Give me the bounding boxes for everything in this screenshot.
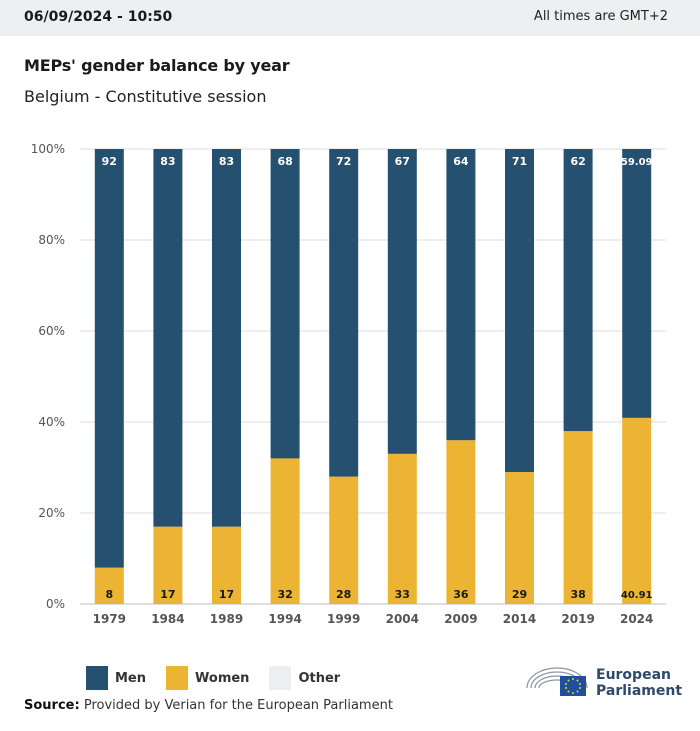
bar-women	[94, 567, 124, 604]
y-tick-label: 20%	[38, 506, 65, 520]
data-label-women: 33	[395, 588, 410, 601]
logo-line-2: Parliament	[596, 683, 683, 699]
european-parliament-logo[interactable]: European Parliament	[524, 660, 684, 700]
chart-subtitle: Belgium - Constitutive session	[24, 87, 267, 106]
data-label-men: 83	[219, 155, 234, 168]
x-tick-label: 2024	[620, 612, 653, 626]
data-label-women: 32	[277, 588, 292, 601]
bar-men	[563, 149, 593, 432]
y-tick-label: 40%	[38, 415, 65, 429]
data-label-women: 28	[336, 588, 351, 601]
x-tick-label: 1979	[93, 612, 126, 626]
source-note: Source: Provided by Verian for the Europ…	[24, 698, 393, 713]
bar-men	[329, 149, 359, 477]
bar-men	[505, 149, 534, 473]
y-tick-label: 60%	[38, 324, 65, 338]
top-bar: 06/09/2024 - 10:50 All times are GMT+2	[0, 0, 700, 36]
data-label-women: 17	[160, 588, 175, 601]
logo-line-1: European	[596, 667, 671, 683]
data-label-men: 83	[160, 155, 175, 168]
source-prefix: Source:	[24, 698, 80, 713]
x-tick-label: 2004	[386, 612, 419, 626]
data-label-women: 8	[105, 588, 113, 601]
data-label-women: 17	[219, 588, 234, 601]
bar-men	[387, 149, 417, 454]
legend-swatch-men	[86, 666, 108, 690]
bar-women	[153, 526, 183, 604]
legend: Men Women Other	[86, 666, 360, 690]
x-tick-label: 1989	[210, 612, 243, 626]
data-label-men: 71	[512, 155, 527, 168]
x-tick-label: 2009	[444, 612, 477, 626]
stacked-bar-chart: 0% 20% 40% 60% 80% 100% 92 8 1979 83 17 1984 83 17 198…	[31, 142, 666, 626]
legend-swatch-other	[269, 666, 292, 690]
x-tick-label: 2014	[503, 612, 536, 626]
y-tick-label: 0%	[46, 597, 65, 611]
bar-women	[446, 440, 476, 604]
bar-women	[329, 476, 359, 604]
bar-men	[270, 149, 300, 459]
legend-label-women: Women	[195, 670, 250, 686]
legend-item-men[interactable]: Men	[86, 666, 146, 690]
data-label-men: 68	[277, 155, 292, 168]
data-label-women: 36	[453, 588, 469, 601]
legend-item-women[interactable]: Women	[166, 666, 249, 690]
x-tick-label: 1984	[151, 612, 184, 626]
bar-women	[270, 458, 300, 604]
logo-text: European Parliament	[596, 667, 682, 699]
legend-label-men: Men	[115, 670, 147, 686]
data-label-men: 67	[395, 155, 410, 168]
legend-label-other: Other	[298, 670, 341, 686]
bar-women	[505, 472, 534, 604]
bar-men	[446, 149, 476, 441]
x-tick-label: 1999	[327, 612, 360, 626]
chart-title: MEPs' gender balance by year	[24, 56, 290, 75]
bar-women	[212, 526, 241, 604]
data-label-women: 40.91	[621, 590, 653, 601]
y-tick-label: 80%	[38, 233, 65, 247]
data-label-men: 92	[102, 155, 117, 168]
bar-women	[387, 453, 417, 604]
legend-swatch-women	[166, 666, 189, 690]
source-text: Provided by Verian for the European Parl…	[83, 698, 393, 713]
data-label-men: 62	[570, 155, 585, 168]
bar-men	[94, 149, 124, 568]
data-label-women: 38	[570, 588, 585, 601]
y-tick-label: 100%	[31, 142, 65, 156]
bar-men	[622, 149, 652, 418]
legend-item-other[interactable]: Other	[269, 666, 340, 690]
x-tick-label: 2019	[561, 612, 594, 626]
data-label-men: 64	[453, 155, 469, 168]
bar-men	[212, 149, 241, 527]
bar-women	[622, 417, 652, 604]
bar-men	[153, 149, 183, 527]
data-label-men: 72	[336, 155, 351, 168]
data-label-men: 59.09	[621, 157, 653, 168]
x-tick-label: 1994	[268, 612, 301, 626]
date-time: 06/09/2024 - 10:50	[24, 9, 173, 25]
parliament-hemicycle-icon	[526, 667, 588, 696]
timezone-note: All times are GMT+2	[533, 9, 668, 24]
bar-women	[563, 431, 593, 604]
data-label-women: 29	[512, 588, 527, 601]
